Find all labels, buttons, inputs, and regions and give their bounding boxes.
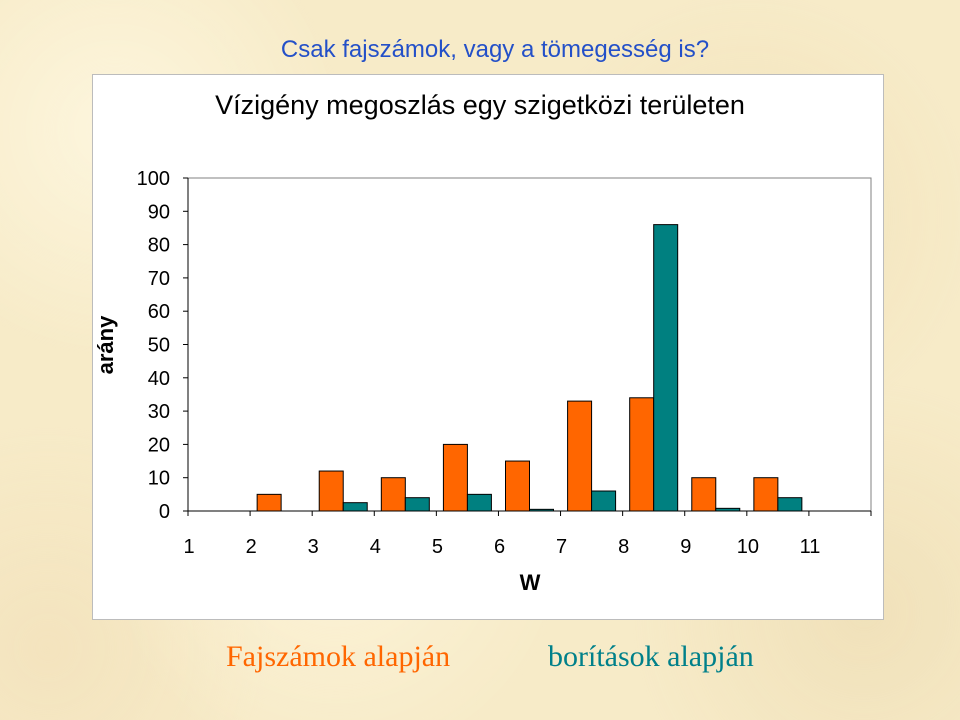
- x-tick-label: 6: [494, 536, 505, 558]
- bar-series-1: [256, 493, 282, 512]
- bar-series-1: [691, 477, 717, 512]
- slide-subtitle: Csak fajszámok, vagy a tömegesség is?: [280, 36, 710, 63]
- x-tick-label: 11: [800, 536, 821, 558]
- y-tick-label: 80: [148, 235, 170, 257]
- y-tick-label: 50: [148, 335, 170, 357]
- legend-series-1: Fajszámok alapján: [226, 640, 451, 673]
- legend-series-2: borítások alapján: [548, 640, 754, 673]
- x-tick-label: 9: [680, 536, 691, 558]
- x-tick-label: 8: [618, 536, 629, 558]
- x-tick-label: 5: [432, 536, 443, 558]
- bar-series-1: [567, 400, 593, 512]
- x-tick-label: 2: [246, 536, 257, 558]
- bar-series-1: [753, 477, 779, 512]
- bar-series-1: [318, 470, 344, 512]
- y-tick-label: 40: [148, 368, 170, 390]
- plot-frame: [187, 177, 872, 512]
- y-tick-label: 90: [148, 201, 170, 223]
- x-tick-label: 10: [737, 536, 759, 558]
- chart-title: Vízigény megoszlás egy szigetközi terüle…: [215, 90, 745, 120]
- bar-series-1: [505, 460, 530, 512]
- bar-series-2: [342, 502, 368, 512]
- x-tick-label: 7: [556, 536, 567, 558]
- y-tick-label: 100: [137, 168, 170, 190]
- plot-border: [187, 177, 872, 512]
- y-axis: 0 10 20 30 40 50 60 70 80 90 100: [137, 168, 188, 523]
- bar-series-1: [380, 477, 406, 512]
- y-tick-label: 70: [148, 268, 170, 290]
- x-tick-label: 4: [370, 536, 381, 558]
- bar-series-2: [529, 508, 554, 512]
- y-tick-label: 10: [148, 468, 170, 490]
- bar-series-2: [777, 497, 803, 512]
- y-tick-label: 20: [148, 434, 170, 456]
- y-tick-label: 30: [148, 401, 170, 423]
- bar-series-2: [404, 497, 430, 512]
- y-tick-label: 0: [159, 501, 170, 523]
- bar-series-2: [466, 493, 492, 512]
- bar-series-2: [715, 507, 741, 512]
- x-tick-label: 3: [308, 536, 319, 558]
- bar-series-2: [591, 490, 617, 512]
- y-axis-title: arány: [93, 315, 118, 374]
- x-axis: 1 2 3 4 5 6 7 8 9 10 11: [183, 511, 872, 558]
- y-tick-label: 60: [148, 301, 170, 323]
- bar-series-2: [653, 224, 679, 512]
- bar-series-1: [629, 397, 655, 512]
- x-tick-label: 1: [183, 536, 194, 558]
- bars: [256, 224, 803, 512]
- x-axis-title: W: [520, 570, 541, 595]
- bar-series-1: [442, 443, 468, 512]
